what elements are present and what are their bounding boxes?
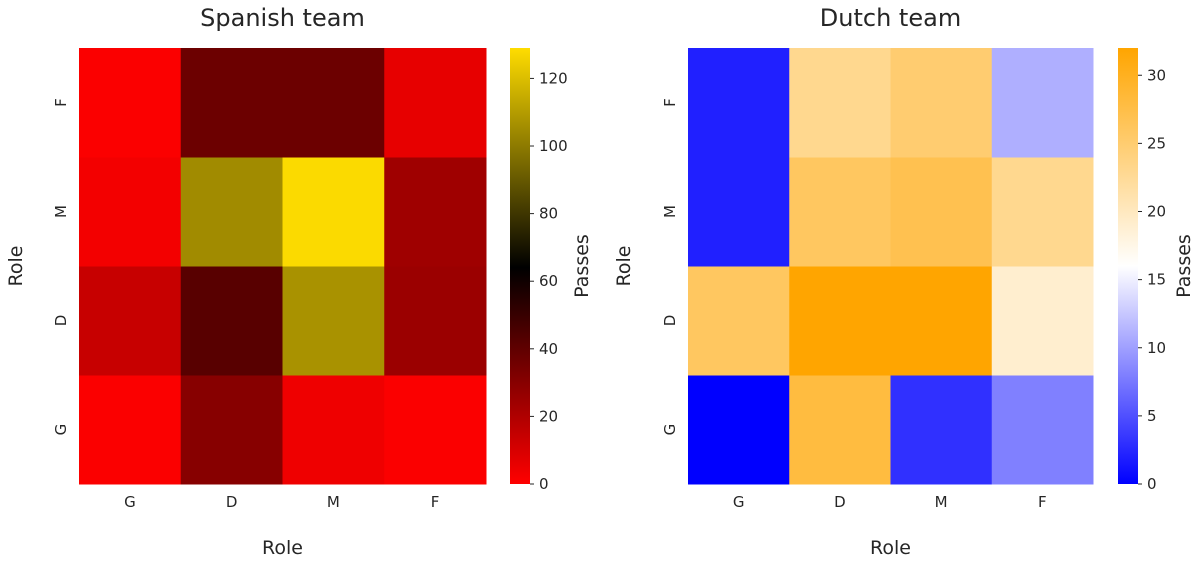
heatmap-cell-D-D: [789, 266, 891, 376]
colorbar-tick-label: 40: [539, 340, 558, 358]
y-tick-label: F: [52, 98, 70, 107]
heatmap-cell-D-G: [79, 266, 182, 376]
heatmap-cell-M-F: [384, 157, 487, 267]
y-axis-label: Role: [5, 246, 27, 287]
y-axis-label: Role: [613, 246, 635, 287]
heatmap-cell-G-F: [991, 375, 1094, 485]
colorbar-tick-label: 0: [539, 475, 549, 493]
x-axis-label: Role: [262, 537, 303, 559]
colorbar-tick-label: 30: [1147, 66, 1166, 84]
heatmap-cell-M-M: [890, 157, 993, 267]
heatmap-cell-F-D: [789, 48, 891, 158]
y-tick-label: D: [661, 315, 679, 327]
heatmap-cell-D-M: [890, 266, 993, 376]
heatmap-cell-G-M: [890, 375, 993, 485]
colorbar-tick-label: 15: [1147, 271, 1166, 289]
y-tick-label: F: [661, 98, 679, 107]
x-tick-label: G: [733, 493, 745, 511]
heatmap-cell-D-G: [688, 266, 790, 376]
colorbar-tick-label: 20: [1147, 203, 1166, 221]
heatmap-cell-D-M: [282, 266, 385, 376]
y-tick-label: M: [661, 205, 679, 218]
y-tick-label: D: [52, 315, 70, 327]
x-tick-label: F: [431, 493, 440, 511]
heatmap-cell-M-D: [789, 157, 891, 267]
colorbar-tick-label: 60: [539, 272, 558, 290]
colorbar-tick-label: 80: [539, 205, 558, 223]
x-tick-label: M: [935, 493, 948, 511]
colorbar-label: Passes: [571, 234, 593, 298]
spanish-team-panel: Spanish team G D M F G D M F Role Role 0 20 40 60 80 100…: [5, 4, 593, 559]
colorbar-tick-label: 10: [1147, 339, 1166, 357]
x-tick-label: F: [1038, 493, 1047, 511]
heatmap-cell-M-F: [991, 157, 1094, 267]
colorbar-tick-label: 100: [539, 137, 568, 155]
heatmap-cell-M-G: [688, 157, 790, 267]
colorbar: [510, 48, 530, 484]
heatmap-cell-F-F: [384, 48, 487, 158]
heatmap-cell-F-D: [180, 48, 283, 158]
x-tick-label: D: [834, 493, 846, 511]
x-tick-label: G: [124, 493, 136, 511]
heatmap-cell-F-G: [688, 48, 790, 158]
heatmap-cell-M-D: [180, 157, 283, 267]
colorbar-tick-label: 20: [539, 407, 558, 425]
heatmap-cell-F-F: [991, 48, 1094, 158]
colorbar: [1118, 48, 1138, 484]
heatmap-cell-D-F: [384, 266, 487, 376]
colorbar-tick-label: 5: [1147, 407, 1157, 425]
heatmap-cell-G-F: [384, 375, 487, 485]
dutch-chart-title: Dutch team: [820, 4, 961, 32]
spanish-chart-title: Spanish team: [200, 4, 365, 32]
x-axis-label: Role: [870, 537, 911, 559]
heatmap-cell-G-G: [79, 375, 182, 485]
heatmap-cell-G-D: [180, 375, 283, 485]
heatmap-cell-D-D: [180, 266, 283, 376]
colorbar-tick-label: 25: [1147, 134, 1166, 152]
colorbar-tick-label: 120: [539, 69, 568, 87]
y-tick-label: M: [52, 205, 70, 218]
x-tick-label: M: [327, 493, 340, 511]
heatmap-cell-G-D: [789, 375, 891, 485]
dutch-team-panel: Dutch team G D M F G D M F Role Role 0 5 10 15 20 25 30 Pa…: [613, 4, 1195, 559]
heatmap-cell-M-M: [282, 157, 385, 267]
heatmap-cell-M-G: [79, 157, 182, 267]
y-tick-label: G: [52, 424, 70, 436]
heatmap-cell-G-M: [282, 375, 385, 485]
colorbar-label: Passes: [1173, 234, 1195, 298]
x-tick-label: D: [226, 493, 238, 511]
heatmap-cell-F-M: [890, 48, 993, 158]
colorbar-tick-label: 0: [1147, 475, 1157, 493]
y-tick-label: G: [661, 424, 679, 436]
heatmap-cell-F-M: [282, 48, 385, 158]
heatmap-cell-D-F: [991, 266, 1094, 376]
heatmap-cell-G-G: [688, 375, 790, 485]
heatmap-cell-F-G: [79, 48, 182, 158]
